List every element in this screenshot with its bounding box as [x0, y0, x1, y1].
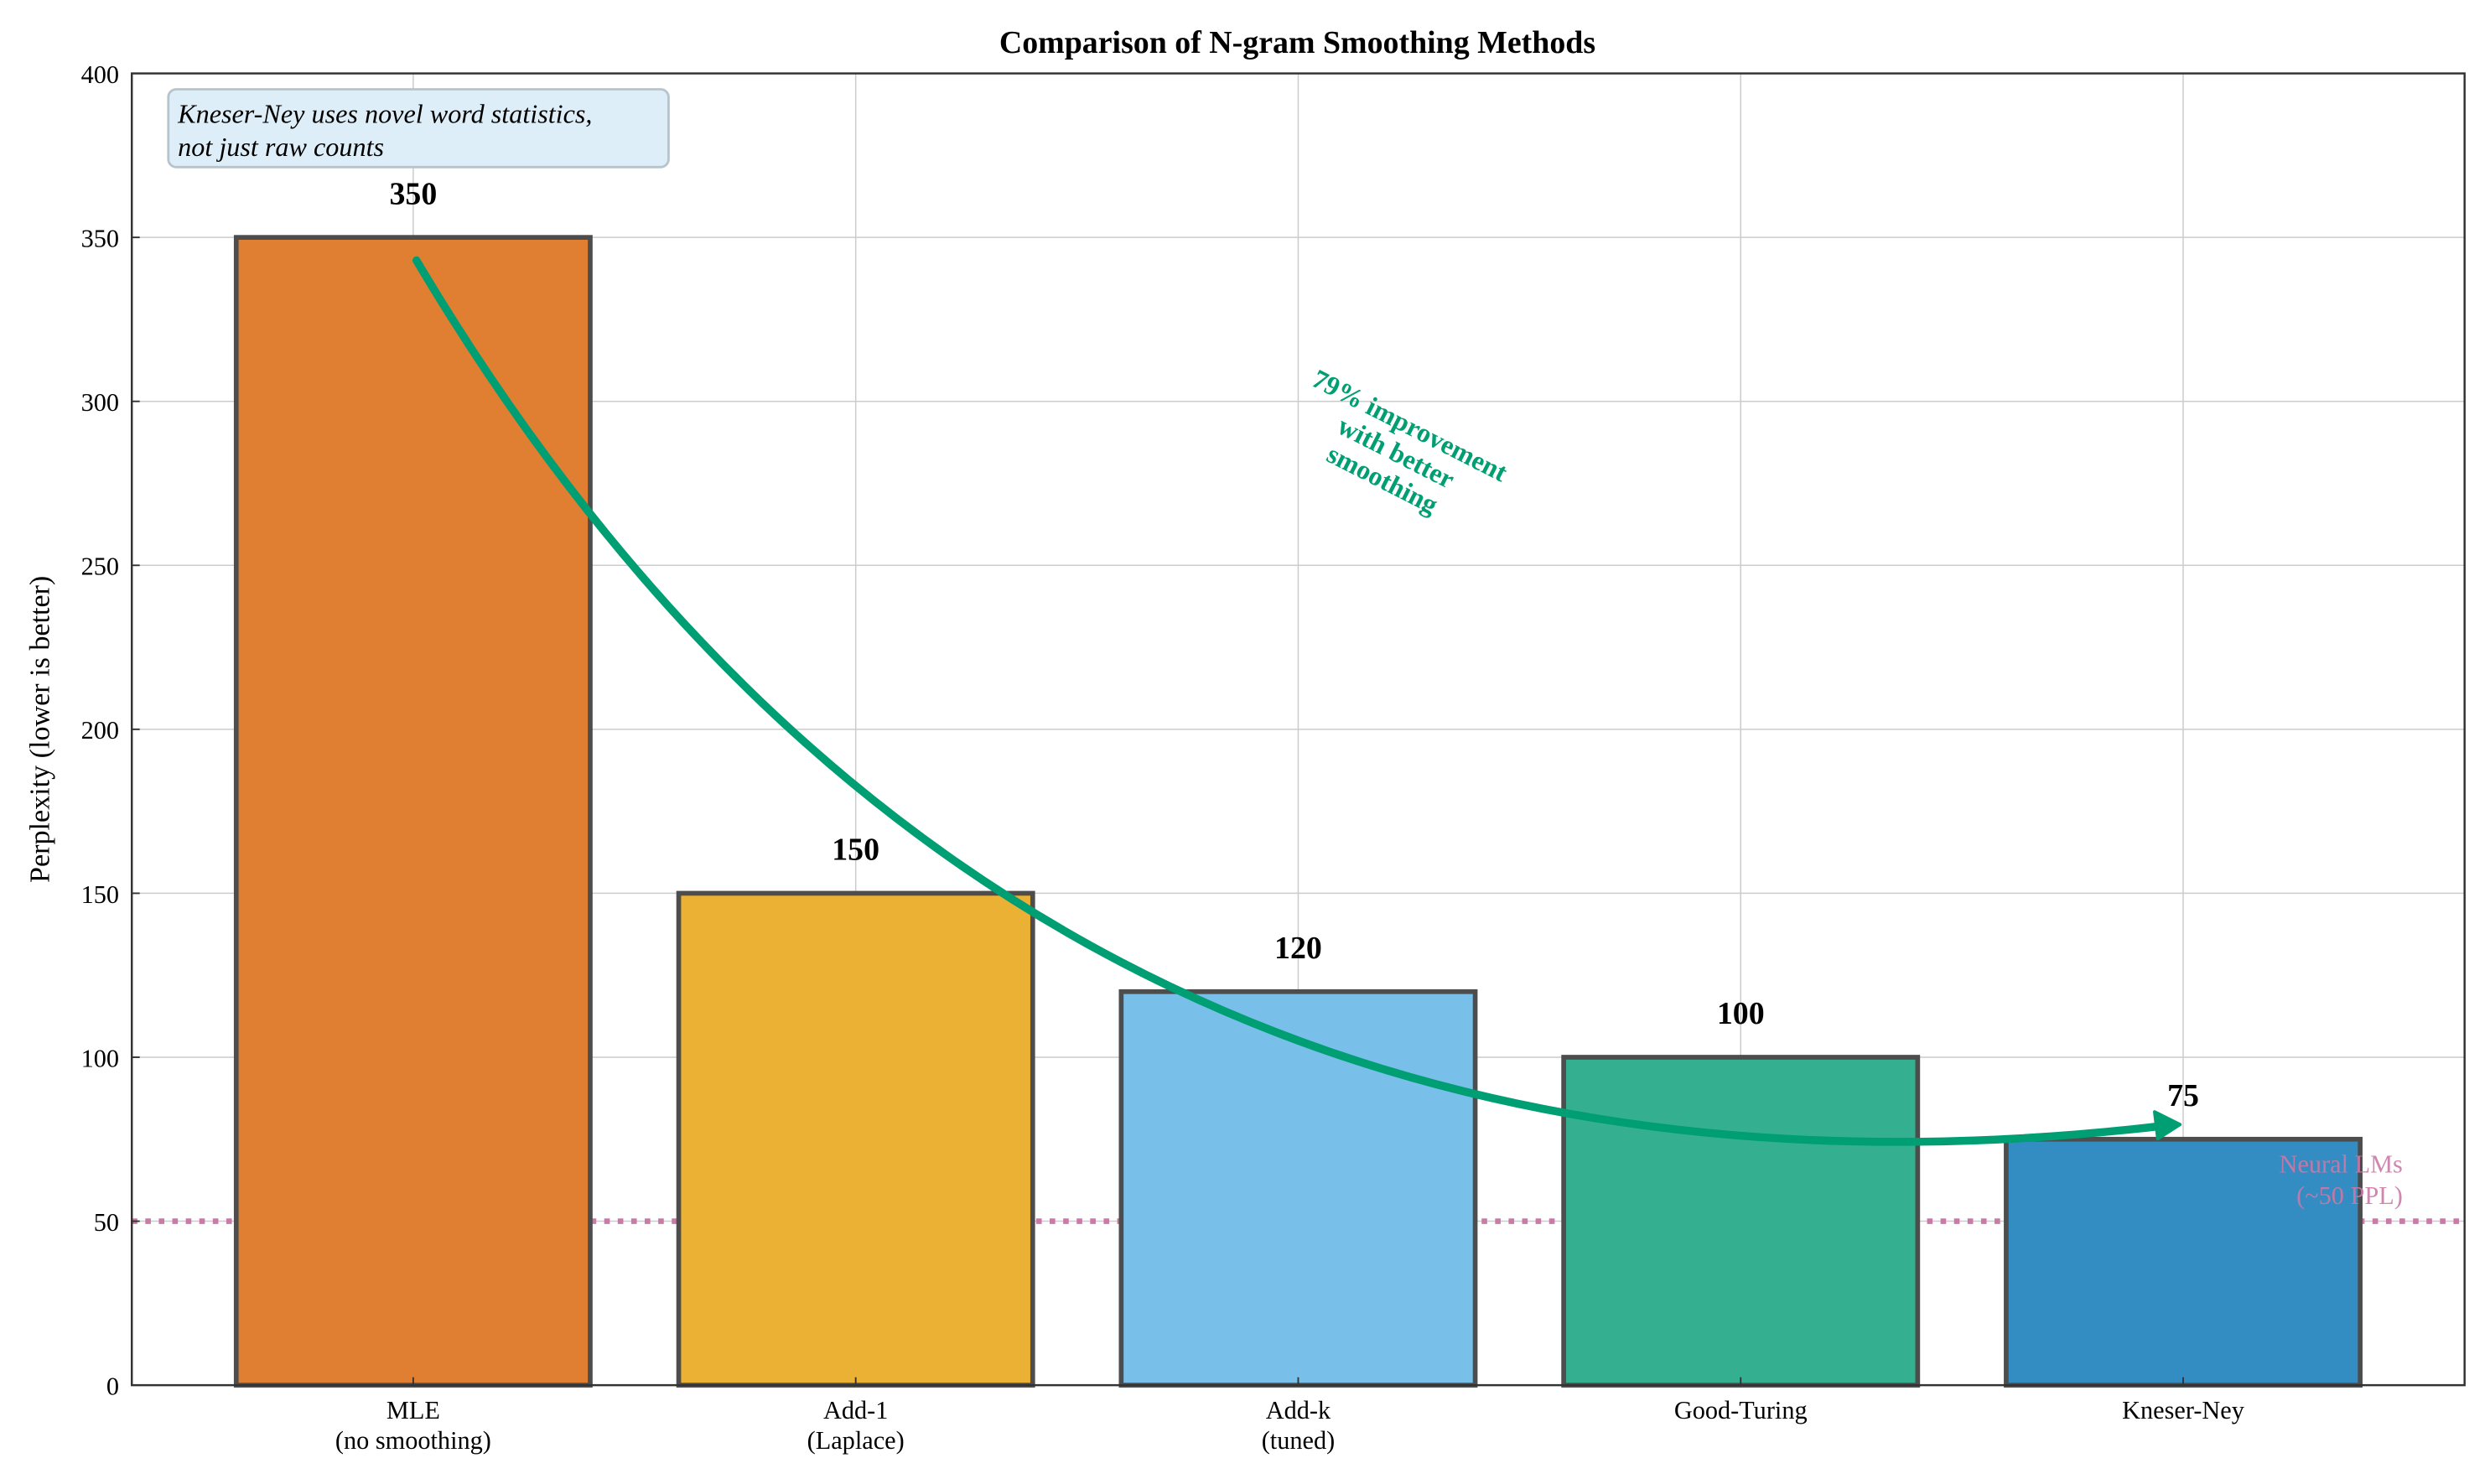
info-box-line-1: Kneser-Ney uses novel word statistics, [177, 98, 592, 128]
improvement-annotation: 79% improvement with better smoothing [1308, 363, 1513, 520]
y-tick-label: 250 [81, 553, 119, 581]
info-box-line-2: not just raw counts [178, 132, 384, 162]
value-label: 150 [832, 833, 879, 868]
improvement-arrow [412, 256, 2182, 1146]
x-tick-label: Add-1 [823, 1396, 888, 1424]
y-tick-label: 100 [81, 1044, 119, 1072]
arrow-head [2153, 1110, 2182, 1141]
chart-title: Comparison of N-gram Smoothing Methods [999, 25, 1595, 60]
y-tick-label: 0 [106, 1372, 119, 1400]
axis-ticks: 0 50 100 150 200 250 300 350 400 MLE(no smoothing… [81, 60, 2245, 1455]
x-tick-label: (tuned) [1262, 1426, 1336, 1455]
bar-0 [233, 235, 593, 1388]
value-label: 120 [1274, 931, 1322, 966]
y-axis-label: Perplexity (lower is better) [25, 576, 56, 883]
y-tick-label: 350 [81, 225, 119, 253]
reference-label-line-2: (~50 PPL) [2296, 1181, 2403, 1210]
y-tick-label: 150 [81, 880, 119, 909]
x-tick-label: Add-k [1266, 1396, 1331, 1424]
bar-2 [1118, 988, 1478, 1388]
x-tick-label: (no smoothing) [335, 1426, 491, 1455]
y-tick-label: 400 [81, 60, 119, 89]
x-tick-label: Good-Turing [1674, 1396, 1808, 1424]
x-tick-label: (Laplace) [807, 1426, 905, 1455]
bar-3 [1561, 1055, 1921, 1388]
x-tick-label: MLE [386, 1396, 440, 1424]
value-labels: 350 150 120 100 75 [389, 176, 2198, 1113]
bar-1 [676, 890, 1035, 1388]
value-label: 350 [389, 176, 437, 211]
value-label: 100 [1717, 996, 1765, 1031]
y-tick-label: 50 [94, 1208, 119, 1237]
reference-line-label: Neural LMs (~50 PPL) [2280, 1149, 2403, 1210]
info-box: Kneser-Ney uses novel word statistics, n… [167, 88, 670, 169]
bars [233, 235, 2363, 1388]
arrow-curve [412, 256, 2166, 1146]
y-tick-label: 300 [81, 388, 119, 417]
bar-4 [2004, 1136, 2363, 1388]
value-label: 75 [2167, 1078, 2199, 1113]
x-tick-label: Kneser-Ney [2122, 1396, 2245, 1424]
reference-label-line-1: Neural LMs [2280, 1149, 2403, 1178]
y-tick-label: 200 [81, 716, 119, 745]
plot-frame [130, 72, 2466, 1387]
